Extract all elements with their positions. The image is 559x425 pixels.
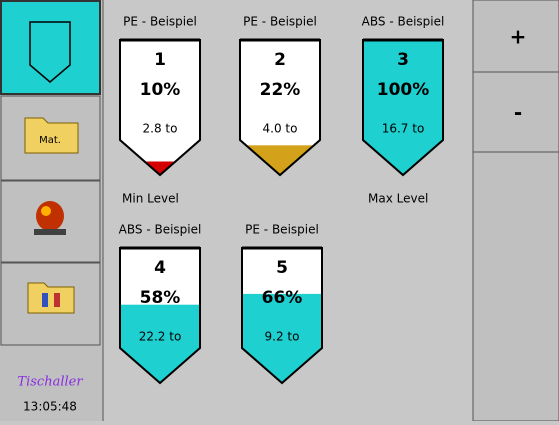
silo-tons: 4.0 to <box>263 122 298 136</box>
silo-material: PE - Beispiel <box>245 223 319 237</box>
min-level-label: Min Level <box>122 192 179 206</box>
silo-tons: 16.7 to <box>382 122 425 136</box>
silo-tons: 9.2 to <box>265 330 300 344</box>
tool-icon <box>42 293 48 307</box>
tool-icon <box>54 293 60 307</box>
plus-button[interactable]: + <box>472 0 559 73</box>
tools-button[interactable] <box>0 262 101 346</box>
silo-percent: 22% <box>260 80 301 100</box>
folder-icon <box>27 282 75 314</box>
sidebar: Mat. Tischaller 13:05:48 <box>0 0 104 421</box>
silo-number: 1 <box>154 50 166 70</box>
silo-number: 4 <box>154 258 166 278</box>
minus-label: - <box>514 101 522 125</box>
silo-tons: 2.8 to <box>143 122 178 136</box>
alarm-button[interactable] <box>0 180 101 263</box>
right-panel: + - <box>472 0 559 422</box>
folder-icon <box>24 117 79 154</box>
silo-percent: 58% <box>140 288 181 308</box>
silo-body <box>240 40 320 175</box>
alarm-light <box>36 201 64 231</box>
silo-percent: 10% <box>140 80 181 100</box>
silo-number: 3 <box>397 50 409 70</box>
silo-material: ABS - Beispiel <box>362 15 445 29</box>
silo-icon <box>29 21 71 83</box>
silo: PE - Beispiel 5 66% 9.2 to <box>241 223 323 385</box>
silo-material: PE - Beispiel <box>243 15 317 29</box>
silo-view-button[interactable] <box>0 0 101 95</box>
silo-material: PE - Beispiel <box>123 15 197 29</box>
silo: ABS - Beispiel 4 58% 22.2 to <box>119 223 202 385</box>
alarm-base <box>34 229 66 235</box>
button-bg <box>0 0 101 95</box>
silo: PE - Beispiel 2 22% 4.0 to <box>239 15 321 177</box>
silo: ABS - Beispiel 3 100% 16.7 to <box>362 15 445 177</box>
material-label: Mat. <box>39 135 61 146</box>
max-level-label: Max Level <box>368 192 428 206</box>
silo-number: 5 <box>276 258 288 278</box>
silo-material: ABS - Beispiel <box>119 223 202 237</box>
silo-percent: 66% <box>262 288 303 308</box>
silo: PE - Beispiel 1 10% 2.8 to <box>119 15 201 177</box>
clock: 13:05:48 <box>23 400 77 414</box>
logo: Tischaller <box>17 375 83 390</box>
plus-label: + <box>510 25 527 49</box>
alarm-glow <box>41 206 51 216</box>
button-bg <box>472 0 559 73</box>
button-bg <box>472 71 559 153</box>
material-button[interactable]: Mat. <box>0 95 101 181</box>
silo-number: 2 <box>274 50 286 70</box>
silo-body <box>120 40 200 175</box>
silo-percent: 100% <box>377 80 430 100</box>
minus-button[interactable]: - <box>472 71 559 153</box>
silo-tons: 22.2 to <box>139 330 182 344</box>
